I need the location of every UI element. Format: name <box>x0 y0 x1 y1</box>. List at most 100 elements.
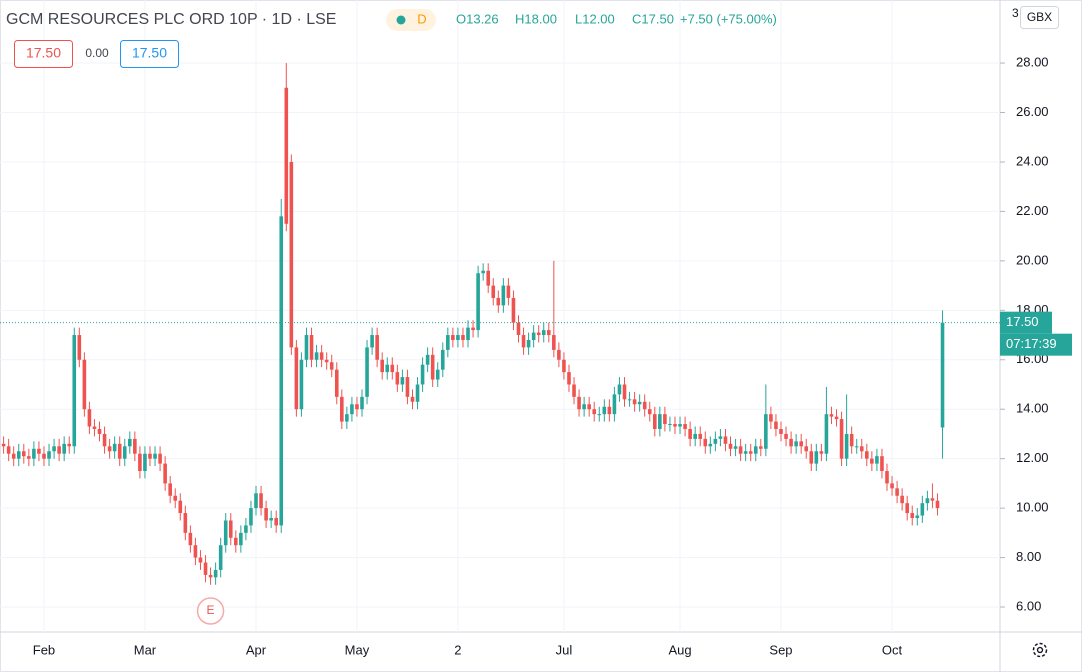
candle-body <box>779 428 783 434</box>
x-tick-label: Aug <box>668 642 691 657</box>
settings-icon[interactable] <box>1032 642 1048 658</box>
y-tick-label: 20.00 <box>1016 252 1049 267</box>
y-tick-label: 22.00 <box>1016 203 1049 218</box>
candle-body <box>47 451 51 459</box>
candle-body <box>753 446 758 454</box>
badge: D <box>417 11 426 26</box>
candle-body <box>526 339 531 348</box>
buy-box[interactable] <box>120 40 179 68</box>
candle-body <box>304 335 309 360</box>
candle-body <box>269 518 273 521</box>
candle-body <box>370 335 374 348</box>
candle-body <box>21 451 26 457</box>
candle-body <box>769 414 773 422</box>
sell-price: 17.50 <box>26 45 61 61</box>
candle-body <box>748 451 753 454</box>
candle-body <box>319 352 324 360</box>
candle-body <box>52 446 56 452</box>
candle-body <box>895 488 899 496</box>
candle-body <box>496 297 501 306</box>
candle-body <box>254 493 258 509</box>
status-pill <box>386 9 436 31</box>
candle-body <box>324 359 329 363</box>
candle-body <box>350 404 354 415</box>
last-price-box <box>1000 311 1052 334</box>
candle-body <box>582 404 586 410</box>
candle-body <box>138 453 142 472</box>
candle-body <box>839 419 844 459</box>
candle-body <box>112 443 117 452</box>
candle-body <box>264 508 268 521</box>
candle-body <box>198 557 203 563</box>
candle-body <box>627 399 632 401</box>
y-tick-label: 6.00 <box>1016 598 1041 613</box>
candle-body <box>234 537 238 546</box>
candle-body <box>521 335 526 348</box>
candle-body <box>27 456 31 459</box>
candle-body <box>334 369 339 397</box>
candle-body <box>637 401 642 405</box>
candle-body <box>607 406 612 415</box>
currency: GBX <box>1027 10 1052 24</box>
candle-body <box>819 451 824 454</box>
candle-body <box>299 359 304 410</box>
candle-body <box>713 438 718 444</box>
candle-body <box>208 574 213 578</box>
candle-body <box>451 335 455 340</box>
candle-body <box>506 285 511 298</box>
candle-body <box>531 332 536 340</box>
candle-body <box>294 347 299 410</box>
y-tick-label: 8.00 <box>1016 549 1041 564</box>
candle-body <box>228 520 233 538</box>
candle-body <box>425 354 430 365</box>
countdown: 07:17:39 <box>1006 336 1057 351</box>
candle-body <box>461 335 465 340</box>
candle-body <box>11 453 16 459</box>
candle-body <box>905 503 909 514</box>
candle-body <box>703 438 708 447</box>
candle-body <box>446 335 450 350</box>
candle-body <box>32 448 36 459</box>
candle-body <box>587 404 591 410</box>
y-tick-label: 14.00 <box>1016 401 1049 416</box>
candle-body <box>380 359 384 373</box>
gear-outer <box>1032 642 1048 658</box>
candle-body <box>632 399 637 405</box>
y-tick-label: 24.00 <box>1016 153 1049 168</box>
sell-box[interactable] <box>14 40 73 68</box>
ohlc-value: O13.26 <box>456 11 499 26</box>
candle-body <box>97 428 102 434</box>
ohlc-value: H18.00 <box>515 11 557 26</box>
candle-body <box>698 433 703 439</box>
candle-body <box>213 569 218 578</box>
candle-body <box>87 409 92 427</box>
candle-body <box>885 471 889 484</box>
candles <box>1 63 945 585</box>
candle-body <box>440 349 445 370</box>
ohlc-value: L12.00 <box>575 11 615 26</box>
candle-body <box>415 384 420 402</box>
candle-body <box>168 483 172 496</box>
candle-body <box>148 453 152 459</box>
candle-body <box>491 285 496 298</box>
currency-box[interactable] <box>1020 6 1059 29</box>
candle-body <box>158 453 162 464</box>
candle-body <box>612 394 617 415</box>
candle-body <box>188 532 193 546</box>
candle-body <box>516 322 521 336</box>
candle-body <box>834 416 839 420</box>
gear-inner <box>1036 646 1044 654</box>
candle-body <box>925 498 930 504</box>
candle-body <box>143 453 147 472</box>
overlay: 17.50 07:17:39 E <box>0 311 1072 625</box>
candle-body <box>723 436 728 444</box>
candle-body <box>259 493 263 509</box>
candle-body <box>718 436 723 439</box>
candle-body <box>688 428 692 439</box>
candle-body <box>859 446 864 452</box>
candle-body <box>249 508 253 526</box>
candle-body <box>37 448 41 454</box>
candle-body <box>385 364 390 373</box>
candle-body <box>395 372 400 385</box>
candle-body <box>178 500 183 514</box>
